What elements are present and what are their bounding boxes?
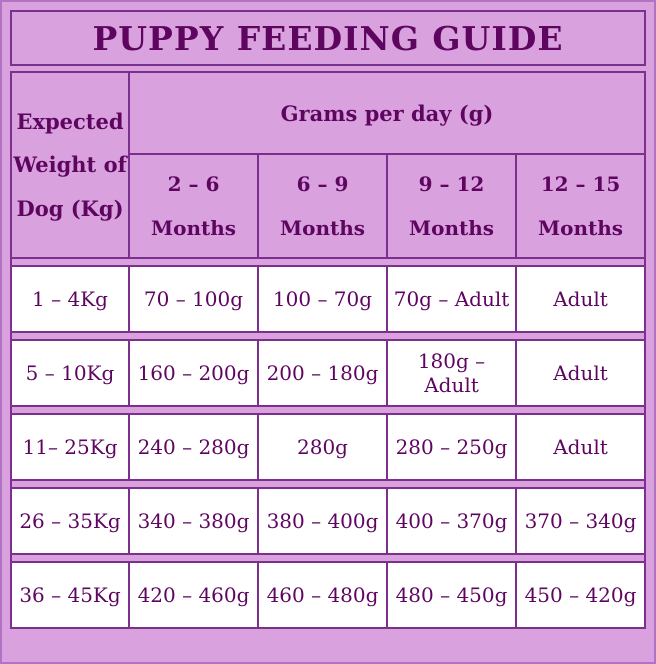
weight-cell: 36 – 45Kg	[10, 561, 130, 629]
value-cell: 280g	[257, 413, 388, 481]
value-cell: 400 – 370g	[386, 487, 517, 555]
page-title: PUPPY FEEDING GUIDE	[92, 18, 564, 58]
header-row-group: Expected Weight of Dog (Kg) Grams per da…	[10, 71, 646, 259]
value-cell: Adult	[515, 413, 646, 481]
table-row: 11– 25Kg 240 – 280g 280g 280 – 250g Adul…	[10, 413, 646, 481]
weight-cell: 11– 25Kg	[10, 413, 130, 481]
value-cell: 480 – 450g	[386, 561, 517, 629]
value-cell: Adult	[515, 265, 646, 333]
value-cell: 160 – 200g	[128, 339, 259, 407]
month-header-cell: 2 – 6 Months	[128, 153, 259, 259]
value-cell: 70 – 100g	[128, 265, 259, 333]
table-row: 5 – 10Kg 160 – 200g 200 – 180g 180g – Ad…	[10, 339, 646, 407]
table-row: 26 – 35Kg 340 – 380g 380 – 400g 400 – 37…	[10, 487, 646, 555]
row-gap-cell	[10, 479, 646, 489]
row-gap-cell	[10, 331, 646, 341]
row-gap-cell	[10, 257, 646, 267]
row-gap	[10, 553, 646, 563]
value-cell: 370 – 340g	[515, 487, 646, 555]
row-gap-cell	[10, 405, 646, 415]
corner-header-cell: Expected Weight of Dog (Kg)	[10, 71, 130, 259]
row-gap	[10, 405, 646, 415]
month-header-cell: 9 – 12 Months	[386, 153, 517, 259]
group-header-cell: Grams per day (g)	[128, 71, 646, 155]
title-banner: PUPPY FEEDING GUIDE	[10, 10, 646, 66]
header-row-months: 2 – 6 Months 6 – 9 Months 9 – 12 Months …	[11, 153, 646, 259]
table-row: 1 – 4Kg 70 – 100g 100 – 70g 70g – Adult …	[10, 265, 646, 333]
value-cell: 240 – 280g	[128, 413, 259, 481]
value-cell: 450 – 420g	[515, 561, 646, 629]
value-cell: 280 – 250g	[386, 413, 517, 481]
month-header-cell: 12 – 15 Months	[515, 153, 646, 259]
value-cell: Adult	[515, 339, 646, 407]
row-gap	[10, 331, 646, 341]
row-gap-cell	[10, 553, 646, 563]
value-cell: 70g – Adult	[386, 265, 517, 333]
feeding-table: Expected Weight of Dog (Kg) Grams per da…	[10, 71, 646, 629]
value-cell: 200 – 180g	[257, 339, 388, 407]
value-cell: 340 – 380g	[128, 487, 259, 555]
table-row: 36 – 45Kg 420 – 460g 460 – 480g 480 – 45…	[10, 561, 646, 629]
value-cell: 100 – 70g	[257, 265, 388, 333]
weight-cell: 5 – 10Kg	[10, 339, 130, 407]
weight-cell: 1 – 4Kg	[10, 265, 130, 333]
row-gap	[10, 257, 646, 267]
month-header-cell: 6 – 9 Months	[257, 153, 388, 259]
value-cell: 380 – 400g	[257, 487, 388, 555]
value-cell: 420 – 460g	[128, 561, 259, 629]
value-cell: 180g – Adult	[386, 339, 517, 407]
value-cell: 460 – 480g	[257, 561, 388, 629]
row-gap	[10, 479, 646, 489]
weight-cell: 26 – 35Kg	[10, 487, 130, 555]
